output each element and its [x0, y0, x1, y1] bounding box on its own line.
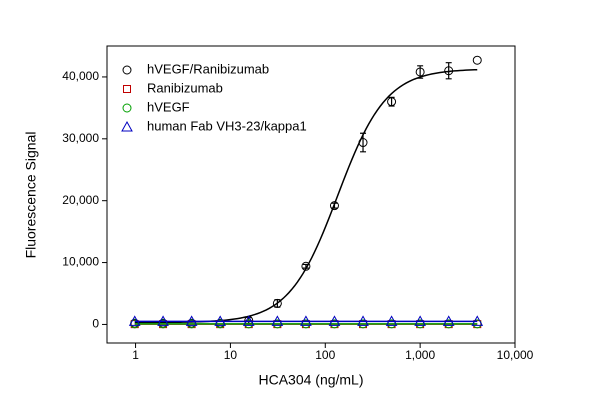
error-bar: [445, 62, 452, 80]
error-bar: [302, 263, 309, 269]
marker: [358, 138, 368, 148]
plot-frame: [106, 45, 516, 344]
x-tick-label: 100: [315, 348, 335, 362]
marker: [242, 315, 255, 326]
marker: [185, 315, 198, 326]
legend: hVEGF/Ranibizumab Ranibizumab hVEGF human F…: [121, 61, 307, 133]
y-tick-label: 10,000: [62, 255, 99, 269]
marker: [414, 315, 426, 326]
legend-label: human Fab VH3-23/kappa1: [147, 118, 307, 133]
marker: [357, 315, 369, 326]
y-tick-label: 40,000: [62, 69, 99, 83]
y-tick-label: 30,000: [62, 131, 99, 145]
x-axis-label: HCA304 (ng/mL): [258, 372, 363, 388]
marker: [472, 55, 482, 65]
marker: [272, 298, 282, 308]
legend-marker: [121, 120, 133, 132]
legend-label: hVEGF/Ranibizumab: [147, 61, 269, 76]
legend-marker: [122, 65, 132, 75]
marker: [329, 201, 339, 211]
x-tick-label: 1: [132, 348, 139, 362]
y-tick-label: 20,000: [62, 193, 99, 207]
marker: [128, 315, 141, 326]
y-tick-label: 0: [92, 317, 99, 331]
marker: [442, 315, 455, 326]
marker: [301, 261, 311, 271]
x-tick-label: 10: [224, 348, 238, 362]
x-tick-label: 10,000: [497, 348, 534, 362]
marker: [385, 315, 398, 326]
y-axis-label: Fluorescence Signal: [23, 132, 39, 259]
marker: [271, 315, 284, 326]
marker: [415, 67, 425, 77]
error-bar: [360, 132, 367, 153]
marker: [387, 97, 397, 107]
legend-marker: [123, 85, 131, 93]
x-tick-label: 1,000: [405, 348, 435, 362]
marker: [214, 315, 227, 326]
marker: [300, 315, 312, 326]
marker: [471, 315, 484, 326]
legend-label: hVEGF: [147, 99, 190, 114]
marker: [444, 66, 454, 76]
error-bar: [331, 202, 338, 209]
marker: [328, 315, 341, 326]
legend-label: Ranibizumab: [147, 80, 223, 95]
marker: [157, 315, 169, 326]
legend-marker: [122, 103, 132, 113]
